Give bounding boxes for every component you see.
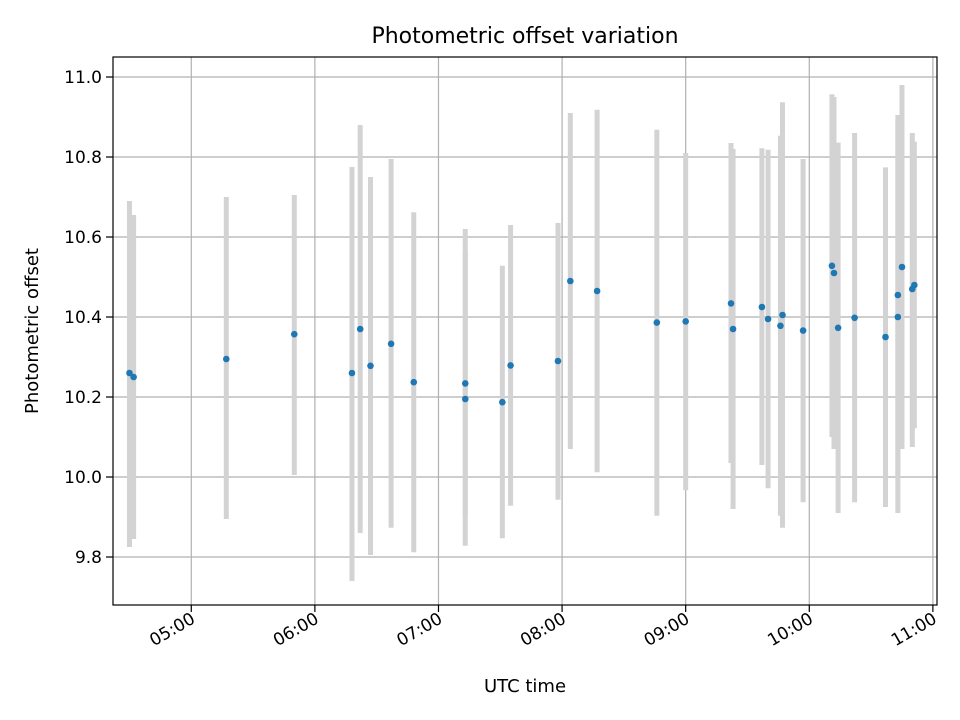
data-point xyxy=(682,318,689,325)
data-point xyxy=(882,333,889,341)
data-point xyxy=(830,269,838,277)
data-point xyxy=(554,357,562,365)
y-tick-label: 10.2 xyxy=(64,388,102,408)
data-point xyxy=(799,327,807,334)
data-point xyxy=(461,380,469,387)
data-point xyxy=(499,398,506,406)
plot-frame xyxy=(112,56,938,606)
data-point xyxy=(387,340,395,348)
data-point xyxy=(461,395,469,403)
data-point xyxy=(779,311,786,319)
data-point xyxy=(894,313,902,321)
data-point xyxy=(834,324,842,332)
data-point xyxy=(898,263,906,271)
data-point xyxy=(223,355,230,363)
y-tick-label: 10.0 xyxy=(64,468,102,488)
y-tick-label: 10.4 xyxy=(64,308,102,328)
x-axis-label: UTC time xyxy=(484,676,566,697)
data-point xyxy=(653,319,661,326)
y-tick-label: 10.8 xyxy=(64,148,102,168)
data-point xyxy=(567,277,574,285)
data-point xyxy=(130,373,137,381)
data-point xyxy=(290,330,298,338)
data-point xyxy=(828,262,836,270)
data-point xyxy=(367,362,374,370)
y-tick-label: 11.0 xyxy=(64,68,102,88)
data-point xyxy=(894,291,902,299)
y-axis-label: Photometric offset xyxy=(22,248,43,414)
data-point xyxy=(758,303,766,311)
data-point xyxy=(410,378,418,386)
data-point xyxy=(729,325,737,333)
data-point xyxy=(727,300,735,307)
data-point xyxy=(507,362,514,369)
data-point xyxy=(593,287,601,295)
data-point xyxy=(777,322,784,330)
data-point xyxy=(851,314,858,322)
data-point xyxy=(356,325,364,333)
data-points xyxy=(126,262,918,406)
y-tick-label: 10.6 xyxy=(64,228,102,248)
y-tick-label: 9.8 xyxy=(75,548,102,568)
data-point xyxy=(911,281,918,289)
data-point xyxy=(764,315,772,323)
y-axis: 9.8 10.0 10.2 10.4 10.6 10.8 11.0 xyxy=(64,68,113,568)
data-point xyxy=(126,369,133,377)
data-point xyxy=(348,369,356,377)
chart-title: Photometric offset variation xyxy=(371,24,678,49)
